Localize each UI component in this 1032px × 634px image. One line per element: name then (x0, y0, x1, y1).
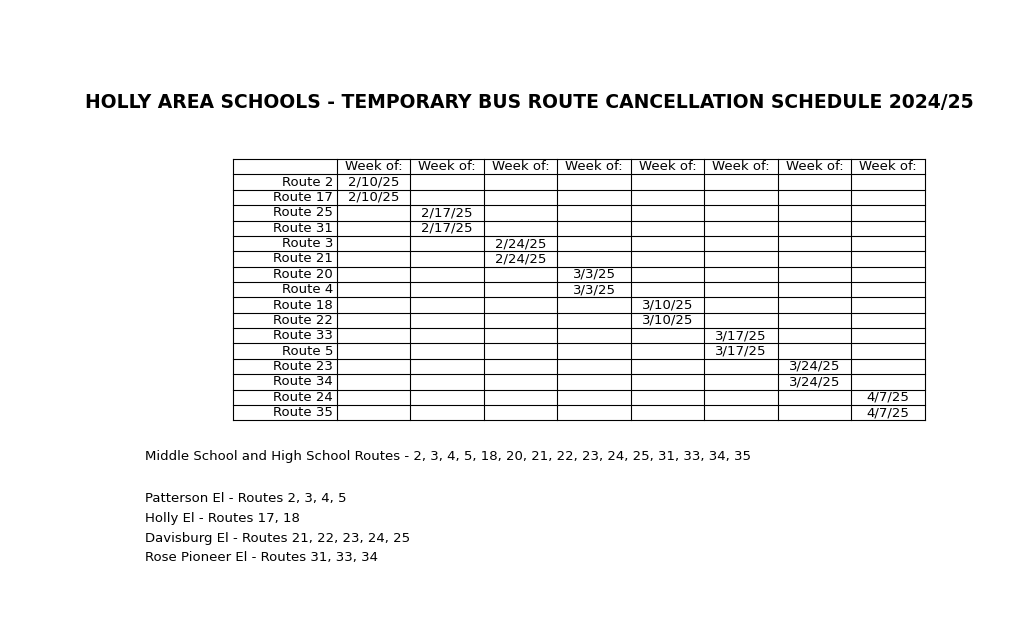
Text: Route 5: Route 5 (282, 345, 333, 358)
Text: Route 24: Route 24 (273, 391, 333, 404)
Text: Route 21: Route 21 (273, 252, 333, 266)
Text: 2/17/25: 2/17/25 (421, 206, 473, 219)
Text: Route 20: Route 20 (273, 268, 333, 281)
Text: Week of:: Week of: (785, 160, 843, 173)
Text: Week of:: Week of: (345, 160, 402, 173)
Text: Holly El - Routes 17, 18: Holly El - Routes 17, 18 (144, 512, 300, 525)
Text: Week of:: Week of: (492, 160, 549, 173)
Text: Route 35: Route 35 (273, 406, 333, 419)
Text: Route 3: Route 3 (282, 237, 333, 250)
Text: 3/3/25: 3/3/25 (573, 283, 616, 296)
Text: 3/24/25: 3/24/25 (788, 360, 840, 373)
Text: Route 22: Route 22 (273, 314, 333, 327)
Text: 4/7/25: 4/7/25 (867, 406, 909, 419)
Text: Week of:: Week of: (712, 160, 770, 173)
Text: Week of:: Week of: (566, 160, 623, 173)
Text: Week of:: Week of: (639, 160, 697, 173)
Text: Week of:: Week of: (860, 160, 916, 173)
Text: Week of:: Week of: (418, 160, 476, 173)
Text: 3/17/25: 3/17/25 (715, 345, 767, 358)
Text: 3/17/25: 3/17/25 (715, 329, 767, 342)
Text: 2/24/25: 2/24/25 (495, 252, 546, 266)
Text: Rose Pioneer El - Routes 31, 33, 34: Rose Pioneer El - Routes 31, 33, 34 (144, 552, 378, 564)
Text: HOLLY AREA SCHOOLS - TEMPORARY BUS ROUTE CANCELLATION SCHEDULE 2024/25: HOLLY AREA SCHOOLS - TEMPORARY BUS ROUTE… (85, 93, 973, 112)
Text: Middle School and High School Routes - 2, 3, 4, 5, 18, 20, 21, 22, 23, 24, 25, 3: Middle School and High School Routes - 2… (144, 450, 751, 463)
Text: 4/7/25: 4/7/25 (867, 391, 909, 404)
Text: 3/10/25: 3/10/25 (642, 314, 694, 327)
Text: Route 25: Route 25 (273, 206, 333, 219)
Text: Patterson El - Routes 2, 3, 4, 5: Patterson El - Routes 2, 3, 4, 5 (144, 492, 347, 505)
Text: 2/17/25: 2/17/25 (421, 222, 473, 235)
Text: Route 17: Route 17 (273, 191, 333, 204)
Text: 3/10/25: 3/10/25 (642, 299, 694, 311)
Text: Route 31: Route 31 (273, 222, 333, 235)
Text: Route 18: Route 18 (273, 299, 333, 311)
Text: Route 33: Route 33 (273, 329, 333, 342)
Text: Route 23: Route 23 (273, 360, 333, 373)
Text: 2/10/25: 2/10/25 (348, 176, 399, 189)
Text: Route 34: Route 34 (273, 375, 333, 389)
Text: 3/24/25: 3/24/25 (788, 375, 840, 389)
Text: Route 2: Route 2 (282, 176, 333, 189)
Text: Davisburg El - Routes 21, 22, 23, 24, 25: Davisburg El - Routes 21, 22, 23, 24, 25 (144, 532, 410, 545)
Text: 2/24/25: 2/24/25 (495, 237, 546, 250)
Text: 3/3/25: 3/3/25 (573, 268, 616, 281)
Text: Route 4: Route 4 (282, 283, 333, 296)
Text: 2/10/25: 2/10/25 (348, 191, 399, 204)
